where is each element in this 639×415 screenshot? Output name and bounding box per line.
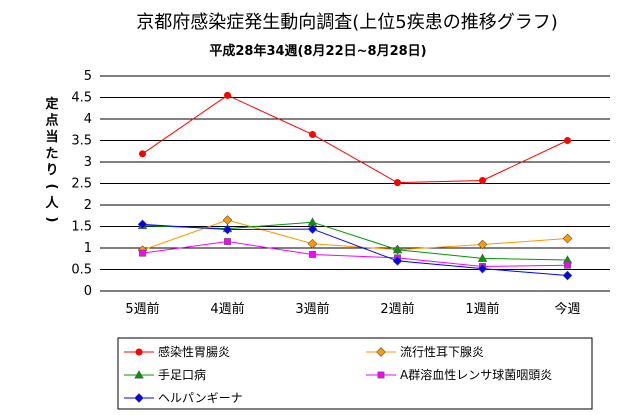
legend-label: A群溶血性レンサ球菌咽頭炎: [400, 367, 552, 382]
y-label-char: 定: [44, 96, 58, 112]
y-tick-label: 5: [84, 69, 92, 84]
data-point: [564, 261, 571, 269]
series-2: [137, 215, 573, 255]
data-point: [477, 239, 488, 250]
y-label-char: 点: [45, 113, 58, 129]
legend-item: ヘルパンギーナ: [124, 391, 243, 405]
x-tick-label: 2週前: [380, 301, 414, 317]
data-point: [224, 91, 231, 99]
data-point: [137, 219, 148, 230]
data-point: [564, 137, 571, 144]
legend-marker: [134, 370, 144, 379]
data-point: [222, 215, 233, 225]
x-tick-label: 5週前: [125, 301, 159, 317]
x-tick-label: 1週前: [465, 301, 499, 317]
legend-marker: [135, 348, 143, 356]
y-tick-label: 2: [84, 198, 92, 213]
y-label-char: (: [44, 184, 59, 190]
y-label-char: た: [45, 147, 58, 162]
series-1: [139, 91, 571, 187]
chart-title: 京都府感染症発生動向調査(上位5疾患の推移グラフ): [136, 12, 558, 33]
series-line: [142, 94, 568, 184]
series-line: [142, 221, 568, 261]
y-label-char: り: [45, 163, 58, 178]
legend-item: 流行性耳下腺炎: [366, 345, 484, 359]
series-line: [142, 241, 568, 267]
data-point: [139, 249, 146, 257]
legend-label: 手足口病: [158, 367, 206, 382]
y-tick-label: 0.5: [71, 263, 92, 278]
legend-label: 感染性胃腸炎: [158, 344, 230, 359]
series-line: [142, 219, 568, 251]
data-point: [477, 263, 488, 274]
data-point: [307, 238, 318, 249]
y-tick-label: 2.5: [71, 177, 92, 192]
y-tick-label: 3.5: [71, 134, 92, 149]
legend-box: [117, 337, 593, 410]
data-point: [477, 253, 488, 262]
x-axis-ticks: 5週前 4週前 3週前 2週前 1週前 今週: [125, 301, 580, 317]
x-tick-label: 4週前: [210, 301, 244, 317]
x-tick-label: 今週: [554, 301, 580, 317]
legend-label: ヘルパンギーナ: [158, 391, 243, 405]
y-tick-label: 4: [84, 112, 92, 127]
legend-marker: [134, 393, 144, 403]
plot-grid: [100, 75, 610, 292]
data-point: [222, 224, 233, 235]
data-point: [479, 176, 486, 184]
data-point: [309, 251, 316, 258]
series-5: [137, 219, 573, 281]
data-point: [562, 270, 573, 281]
series-layer: [137, 91, 573, 281]
data-point: [139, 150, 146, 158]
chart-subtitle: 平成28年34週(8月22日~8月28日): [209, 43, 426, 59]
y-axis-ticks: 0 0.5 1 1.5 2 2.5 3 3.5 4 4.5 5: [71, 69, 92, 299]
data-point: [562, 233, 573, 244]
legend-item: 感染性胃腸炎: [124, 344, 230, 359]
y-tick-label: 1: [84, 241, 92, 256]
y-label-char: 当: [45, 129, 58, 145]
data-point: [224, 238, 231, 245]
y-tick-label: 1.5: [71, 220, 92, 235]
data-point: [392, 256, 403, 266]
y-tick-label: 4.5: [71, 91, 92, 106]
y-tick-label: 0: [84, 284, 92, 299]
x-tick-label: 3週前: [295, 301, 329, 317]
legend-item: A群溶血性レンサ球菌咽頭炎: [366, 367, 552, 382]
y-label-char: 人: [45, 195, 59, 211]
legend-marker: [376, 347, 386, 357]
legend-marker: [377, 371, 385, 379]
series-line: [142, 223, 568, 277]
data-point: [309, 130, 316, 138]
data-point: [307, 224, 318, 234]
y-tick-label: 3: [84, 155, 92, 170]
legend-label: 流行性耳下腺炎: [400, 345, 484, 359]
data-point: [392, 244, 403, 254]
data-point: [394, 179, 401, 187]
legend-item: 手足口病: [124, 367, 206, 382]
y-label-char: ): [44, 217, 59, 223]
